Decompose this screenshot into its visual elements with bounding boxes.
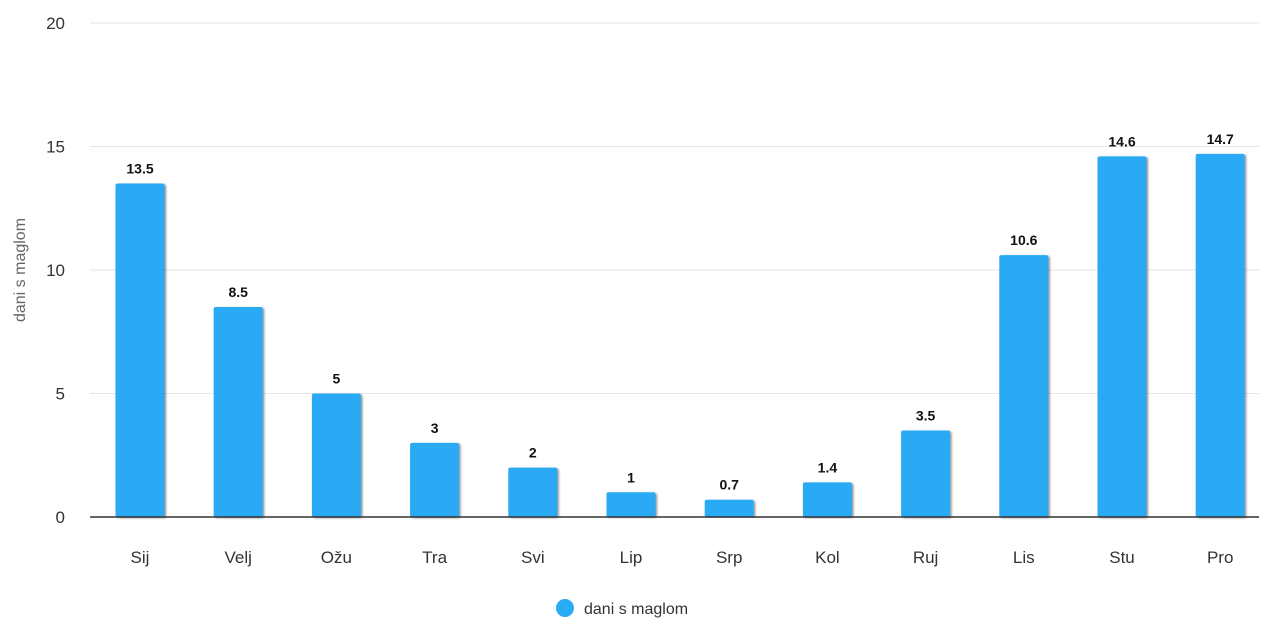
- data-label: 3.5: [916, 408, 936, 424]
- bar-srp[interactable]: [704, 499, 754, 517]
- x-tick-labels: Sij Velj Ožu Tra Svi Lip Srp Kol Ruj Lis Stu Pro: [131, 548, 1234, 567]
- x-tick-label: Ožu: [321, 548, 352, 567]
- y-tick-label: 5: [56, 385, 65, 404]
- x-tick-label: Lis: [1013, 548, 1035, 567]
- bar-lip[interactable]: [606, 492, 656, 517]
- data-labels: 13.5 8.5 5 3 2 1 0.7 1.4 3.5 10.6 14.6 14.7: [126, 131, 1234, 493]
- y-tick-label: 10: [46, 261, 65, 280]
- x-tick-label: Tra: [422, 548, 447, 567]
- data-label: 14.6: [1108, 133, 1135, 149]
- bar-svi[interactable]: [508, 467, 558, 517]
- data-label: 10.6: [1010, 232, 1037, 248]
- y-tick-label: 20: [46, 14, 65, 33]
- data-label: 3: [431, 420, 439, 436]
- data-label: 5: [333, 371, 341, 387]
- bars: [115, 153, 1245, 518]
- x-tick-label: Sij: [131, 548, 150, 567]
- y-tick-labels: 0 5 10 15 20: [46, 14, 65, 527]
- bar-lis[interactable]: [999, 255, 1049, 517]
- x-tick-label: Kol: [815, 548, 840, 567]
- data-label: 8.5: [228, 284, 248, 300]
- bar-stu[interactable]: [1097, 156, 1147, 517]
- data-label: 13.5: [126, 161, 153, 177]
- data-label: 1: [627, 469, 635, 485]
- x-tick-label: Svi: [521, 548, 545, 567]
- y-tick-label: 0: [56, 508, 65, 527]
- data-label: 1.4: [818, 459, 838, 475]
- x-tick-label: Ruj: [913, 548, 939, 567]
- data-label: 14.7: [1207, 131, 1234, 147]
- x-tick-label: Velj: [224, 548, 251, 567]
- bar-kol[interactable]: [802, 482, 852, 517]
- x-tick-label: Pro: [1207, 548, 1233, 567]
- legend-label: dani s maglom: [584, 601, 688, 618]
- bar-sij[interactable]: [115, 183, 165, 518]
- x-tick-label: Stu: [1109, 548, 1135, 567]
- x-tick-label: Lip: [620, 548, 643, 567]
- data-label: 2: [529, 445, 537, 461]
- legend[interactable]: dani s maglom: [556, 599, 688, 618]
- gridlines: [90, 22, 1259, 394]
- bar-tra[interactable]: [410, 442, 460, 517]
- y-axis-title: dani s maglom: [12, 218, 29, 322]
- data-label: 0.7: [719, 477, 739, 493]
- y-tick-label: 15: [46, 138, 65, 157]
- bar-pro[interactable]: [1195, 153, 1245, 517]
- bar-velj[interactable]: [213, 307, 263, 517]
- bar-ruj[interactable]: [901, 430, 951, 517]
- legend-marker: [556, 599, 574, 617]
- x-tick-label: Srp: [716, 548, 742, 567]
- bar-ožu[interactable]: [311, 393, 361, 518]
